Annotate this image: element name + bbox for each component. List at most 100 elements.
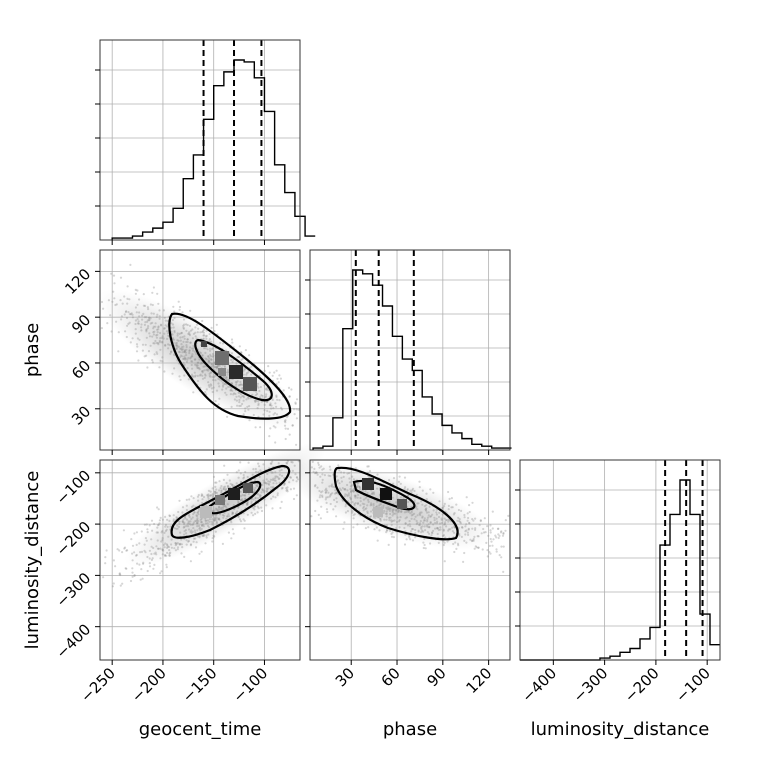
scatter-point bbox=[430, 534, 433, 537]
scatter-point bbox=[230, 338, 234, 341]
scatter-point bbox=[264, 396, 267, 399]
scatter-point bbox=[497, 533, 500, 536]
scatter-point bbox=[285, 415, 289, 418]
scatter-point bbox=[176, 546, 180, 549]
scatter-point bbox=[322, 467, 325, 470]
scatter-point bbox=[196, 364, 199, 367]
scatter-point bbox=[254, 400, 257, 403]
scatter-point bbox=[170, 538, 173, 541]
scatter-point bbox=[178, 375, 181, 378]
scatter-point bbox=[425, 524, 428, 527]
scatter-point bbox=[391, 509, 394, 512]
scatter-point bbox=[211, 537, 214, 540]
scatter-point bbox=[148, 316, 151, 319]
scatter-point bbox=[180, 348, 183, 351]
scatter-point bbox=[242, 476, 246, 479]
scatter-point bbox=[376, 487, 379, 490]
scatter-point bbox=[399, 516, 402, 519]
scatter-point bbox=[157, 343, 160, 346]
scatter-point bbox=[203, 365, 206, 368]
scatter-point bbox=[436, 527, 439, 530]
scatter-point bbox=[270, 407, 273, 410]
scatter-point bbox=[240, 358, 243, 362]
scatter-point bbox=[388, 516, 391, 520]
scatter-point bbox=[255, 390, 258, 393]
scatter-point bbox=[324, 491, 327, 494]
scatter-point bbox=[204, 335, 207, 338]
scatter-point bbox=[134, 306, 137, 309]
scatter-point bbox=[214, 485, 217, 488]
scatter-point bbox=[325, 487, 328, 490]
scatter-point bbox=[183, 350, 186, 353]
scatter-point bbox=[209, 494, 212, 497]
scatter-point bbox=[321, 468, 324, 471]
scatter-point bbox=[139, 551, 142, 554]
scatter-point bbox=[207, 533, 210, 536]
scatter-point bbox=[192, 523, 195, 526]
scatter-point bbox=[190, 517, 193, 521]
scatter-point bbox=[138, 542, 141, 545]
scatter-point bbox=[149, 303, 152, 306]
scatter-point bbox=[128, 313, 131, 316]
scatter-point bbox=[110, 272, 113, 275]
scatter-point bbox=[311, 460, 314, 463]
scatter-point bbox=[198, 552, 201, 555]
scatter-point bbox=[314, 509, 317, 513]
scatter-point bbox=[443, 502, 446, 505]
scatter-point bbox=[172, 514, 175, 517]
scatter-point bbox=[281, 474, 284, 477]
scatter-point bbox=[117, 350, 120, 353]
scatter-point bbox=[233, 392, 236, 395]
scatter-point bbox=[293, 413, 296, 416]
scatter-point bbox=[275, 475, 278, 478]
scatter-point bbox=[155, 545, 158, 548]
scatter-point bbox=[136, 318, 139, 321]
scatter-point bbox=[220, 491, 223, 494]
scatter-point bbox=[183, 523, 186, 526]
scatter-point bbox=[500, 556, 503, 559]
scatter-point bbox=[400, 510, 403, 513]
scatter-point bbox=[223, 365, 226, 368]
scatter-point bbox=[155, 334, 158, 337]
scatter-point bbox=[422, 519, 426, 522]
scatter-point bbox=[163, 531, 166, 535]
scatter-point bbox=[491, 544, 494, 547]
scatter-point bbox=[297, 460, 300, 463]
scatter-point bbox=[152, 312, 155, 315]
scatter-point bbox=[331, 485, 334, 488]
scatter-point bbox=[458, 534, 461, 537]
scatter-point bbox=[416, 502, 419, 505]
scatter-point bbox=[440, 521, 443, 525]
scatter-point bbox=[159, 359, 162, 362]
scatter-point bbox=[188, 332, 191, 336]
scatter-point bbox=[274, 479, 277, 482]
scatter-point bbox=[347, 492, 350, 495]
scatter-point bbox=[157, 302, 160, 305]
scatter-point bbox=[426, 520, 429, 523]
scatter-point bbox=[184, 357, 187, 360]
scatter-point bbox=[388, 500, 391, 503]
scatter-point bbox=[184, 351, 187, 354]
scatter-point bbox=[158, 309, 161, 312]
scatter-point bbox=[223, 464, 226, 467]
scatter-point bbox=[159, 348, 162, 351]
scatter-point bbox=[254, 479, 257, 482]
scatter-point bbox=[271, 471, 274, 474]
scatter-point bbox=[195, 352, 198, 355]
scatter-point bbox=[157, 326, 160, 329]
scatter-point bbox=[349, 497, 352, 500]
scatter-point bbox=[223, 488, 226, 491]
scatter-point bbox=[274, 471, 277, 474]
scatter-point bbox=[196, 522, 199, 525]
scatter-point bbox=[288, 395, 291, 398]
scatter-point bbox=[281, 486, 284, 489]
scatter-point bbox=[151, 303, 154, 307]
x-tick-label-phase: 90 bbox=[423, 664, 449, 690]
scatter-point bbox=[164, 553, 167, 557]
scatter-point bbox=[224, 391, 227, 394]
scatter-point bbox=[464, 533, 467, 536]
scatter-point bbox=[415, 522, 418, 526]
scatter-point bbox=[200, 520, 203, 524]
scatter-point bbox=[468, 521, 471, 525]
scatter-point bbox=[391, 510, 394, 514]
